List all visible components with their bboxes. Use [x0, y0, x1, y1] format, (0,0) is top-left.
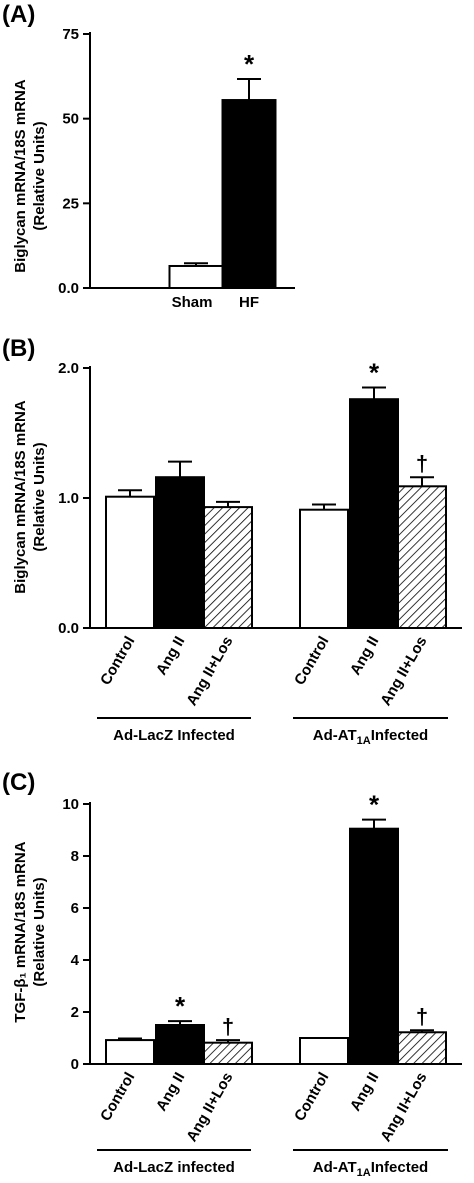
panel-b-category-label: Ang II	[347, 634, 383, 679]
panel-b-y-tick-label: 1.0	[58, 490, 79, 507]
panel-b-category-label: Control	[291, 634, 332, 689]
panel-a-bar	[168, 264, 224, 289]
panel-c-y-tick-label: 2	[71, 1004, 79, 1021]
panel-c-bar	[155, 1024, 205, 1065]
panel-b-y-tick-label: 2.0	[58, 360, 79, 377]
panel-a-y-tick-label: 50	[62, 111, 79, 128]
panel-a-ylabel-line2: (Relative Units)	[31, 121, 48, 230]
panel-c-asterisk-mark: *	[369, 790, 380, 820]
panel-c-category-label: Ang II+Los	[377, 1070, 430, 1145]
panel-c-category-label: Ang II+Los	[183, 1070, 236, 1145]
panel-c-y-tick-label: 4	[71, 952, 80, 969]
panel-b-dagger-mark: †	[416, 451, 428, 476]
panel-b-category-label: Ang II+Los	[183, 634, 236, 709]
panel-b-bar	[203, 506, 253, 630]
panel-c-bar	[349, 827, 399, 1066]
panel-c-category-label: Ang II	[153, 1070, 189, 1115]
panel-c-category-label: Ang II	[347, 1070, 383, 1115]
panel-a-bar	[221, 99, 277, 290]
panel-c-ylabel-line2: (Relative Units)	[31, 877, 48, 986]
panel-b-group-label: Ad-LacZ Infected	[113, 727, 235, 744]
panel-b-group-label: Ad-AT1AInfected	[313, 727, 428, 747]
panel-c-bar	[203, 1041, 253, 1066]
panel-c-dagger-mark: †	[416, 1004, 428, 1029]
panel-b-ylabel-line2: (Relative Units)	[31, 442, 48, 551]
panel-c-y-tick-label: 6	[71, 900, 79, 917]
panel-c-bar	[397, 1031, 447, 1066]
panel-b-ylabel-line1: Biglycan mRNA/18S mRNA	[12, 400, 29, 594]
panel-c-category-label: Control	[97, 1070, 138, 1125]
panel-b-bar	[105, 495, 155, 630]
panel-a-ylabel-line1: Biglycan mRNA/18S mRNA	[12, 79, 29, 273]
panel-b-label: (B)	[2, 335, 35, 362]
panel-a-y-tick-label: 75	[62, 26, 79, 43]
panel-a-y-tick-label: 0.0	[58, 280, 79, 297]
panel-a-y-tick-label: 25	[62, 195, 79, 212]
panel-a-label: (A)	[2, 1, 35, 28]
panel-c-plot: 0 2 4 6 8 10 Control * Ang II † Ang II+Los Control *…	[62, 790, 462, 1179]
panel-c-y-tick-label: 8	[71, 848, 79, 865]
panel-c-y-tick-label: 0	[71, 1056, 79, 1073]
panel-c-group-label: Ad-AT1AInfected	[313, 1159, 428, 1179]
panel-c-label: (C)	[2, 769, 35, 796]
panel-c-bar	[105, 1039, 155, 1065]
panel-c-ylabel-line1: TGF-β₁ mRNA/18S mRNA	[12, 841, 29, 1022]
panel-b-asterisk-mark: *	[369, 358, 380, 388]
panel-b-bar	[155, 476, 205, 630]
panel-b-category-label: Ang II	[153, 634, 189, 679]
panel-c-y-tick-label: 10	[62, 796, 79, 813]
panel-b-category-label: Control	[97, 634, 138, 689]
panel-a-category-label: HF	[239, 294, 259, 311]
panel-c-bar	[299, 1037, 349, 1065]
panel-b-y-tick-label: 0.0	[58, 620, 79, 637]
panel-c-asterisk-mark: *	[175, 991, 186, 1021]
panel-a-asterisk-mark: *	[244, 49, 255, 79]
panel-b-bar	[349, 398, 399, 630]
panel-b-bar	[397, 485, 447, 629]
panel-c-category-label: Control	[291, 1070, 332, 1125]
panel-b-bar	[299, 508, 349, 630]
panel-c-group-label: Ad-LacZ infected	[113, 1159, 235, 1176]
panel-a-plot: 0.0 25 50 75 Sham * HF	[58, 26, 295, 311]
panel-c-dagger-mark: †	[222, 1014, 234, 1039]
panel-a-category-label: Sham	[172, 294, 213, 311]
panel-b-category-label: Ang II+Los	[377, 634, 430, 709]
